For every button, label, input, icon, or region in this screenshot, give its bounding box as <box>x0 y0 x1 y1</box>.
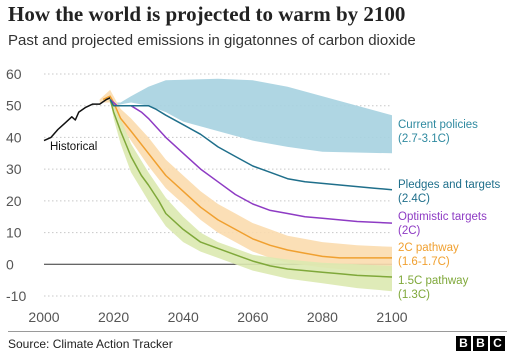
series-label: 1.5C pathway <box>398 275 469 287</box>
chart-subtitle: Past and projected emissions in gigatonn… <box>8 32 416 49</box>
pathway-2c-line <box>102 95 392 259</box>
y-tick-label: 20 <box>6 193 22 209</box>
series-label: (2.7-3.1C) <box>398 133 450 145</box>
pathway-1-5c-line <box>109 99 393 278</box>
historical-line <box>43 97 111 142</box>
bbc-logo-letter: C <box>490 336 505 351</box>
y-tick-label: 60 <box>6 66 22 82</box>
series-label: Pledges and targets <box>398 179 501 191</box>
chart-title: How the world is projected to warm by 21… <box>8 2 406 26</box>
bbc-logo-letter: B <box>473 336 488 351</box>
series-label: Optimistic targets <box>398 211 487 223</box>
series-label: (1.6-1.7C) <box>398 256 450 268</box>
source-note: Source: Climate Action Tracker <box>8 337 173 351</box>
current-policies-band <box>110 78 392 154</box>
y-tick-label: 40 <box>6 129 22 145</box>
series-label: 2C pathway <box>398 242 459 254</box>
optimistic-targets-line <box>109 98 393 224</box>
y-tick-label: 50 <box>6 98 22 114</box>
x-tick-label: 2020 <box>98 309 129 325</box>
series-label: (1.3C) <box>398 289 430 301</box>
pledges-targets-line <box>109 99 393 191</box>
series-label: Historical <box>50 141 97 153</box>
footer-divider <box>8 331 507 332</box>
series-label: (2.4C) <box>398 193 430 205</box>
y-tick-label: -10 <box>6 288 26 304</box>
y-tick-label: 30 <box>6 161 22 177</box>
bbc-logo-letter: B <box>456 336 471 351</box>
x-tick-label: 2080 <box>307 309 338 325</box>
x-tick-label: 2100 <box>376 309 407 325</box>
emissions-chart: -10 0 10 20 30 40 50 60 2000 2020 2040 2060 2080 2100… <box>6 66 501 325</box>
x-tick-label: 2000 <box>28 309 59 325</box>
bbc-logo: B B C <box>456 336 505 351</box>
y-tick-label: 10 <box>6 225 22 241</box>
series-label: (2C) <box>398 225 421 237</box>
pathway-1-5c-band <box>110 96 392 292</box>
y-tick-label: 0 <box>6 256 14 272</box>
x-tick-label: 2040 <box>168 309 199 325</box>
series-label: Current policies <box>398 119 478 131</box>
x-tick-label: 2060 <box>237 309 268 325</box>
